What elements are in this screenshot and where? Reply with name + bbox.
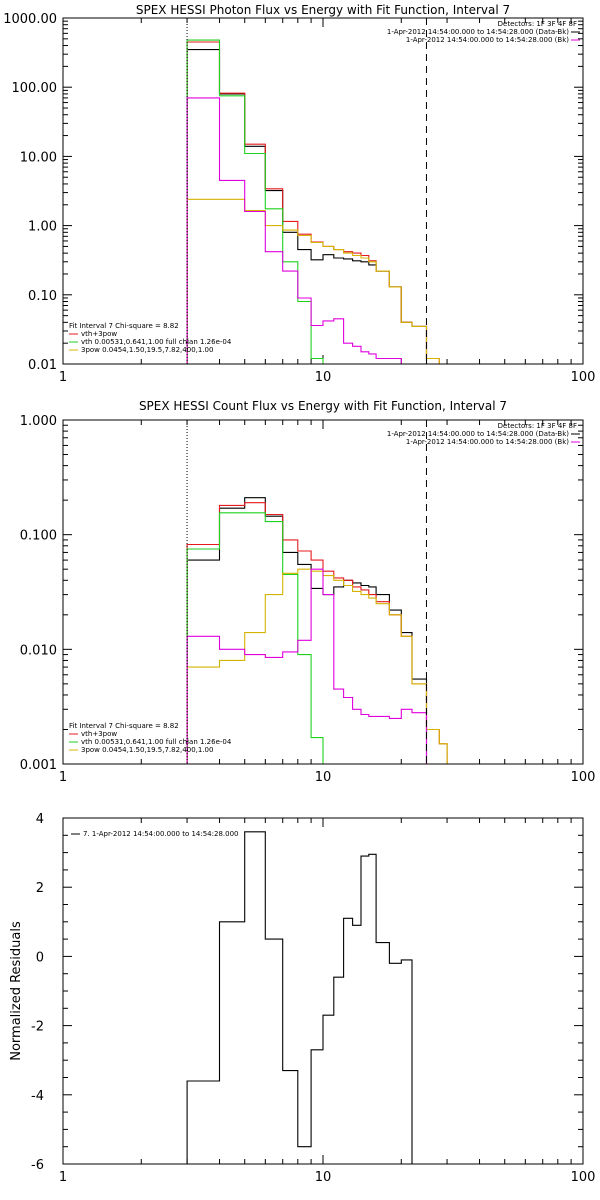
y-tick-label: 0.10 [28, 289, 57, 304]
y-tick-label: 4 [36, 812, 44, 827]
legend-detectors: Detectors: 1F 3F 4F 8F [498, 20, 577, 28]
y-tick-label: -2 [31, 1020, 44, 1035]
y-tick-label: 0.100 [20, 529, 57, 544]
series-line-total [186, 41, 440, 364]
series-line-pow [186, 568, 448, 764]
plot-frame [62, 817, 584, 1165]
series-line-vth [186, 39, 324, 364]
legend-entry: 3pow 0.0454,1.50,19.5,7.82,400,1.00 [81, 346, 213, 354]
y-tick-label: 1000.00 [3, 12, 57, 27]
series-line-pow [186, 198, 440, 364]
plot-frame [62, 17, 584, 365]
legend-entry: 1-Apr-2012 14:54:00.000 to 14:54:28.000 … [406, 438, 569, 446]
x-tick-label: 10 [315, 770, 332, 785]
chart-panel-3: 1 10 100 4 2 0 -2 -4 -6 Normalized Residuals 7. 1-… [9, 812, 595, 1185]
y-tick-label: 0.010 [20, 643, 57, 658]
plot-frame [62, 419, 584, 765]
series-line-data [186, 831, 413, 1164]
legend-entry: vth+3pow [81, 730, 117, 738]
plot-area [186, 39, 440, 364]
series-line-vth [186, 512, 324, 764]
legend-detectors: Detectors: 1F 3F 4F 8F [498, 422, 577, 430]
legend-entry: 1-Apr-2012 14:54:00.000 to 14:54:28.000 … [406, 36, 569, 44]
x-tick-label: 100 [571, 370, 596, 385]
x-tick-label: 1 [59, 770, 67, 785]
x-tick-label: 100 [571, 1170, 596, 1185]
plot-area [186, 831, 413, 1164]
legend-entry: vth+3pow [81, 330, 117, 338]
x-tick-label: 1 [59, 1170, 67, 1185]
legend-entry: vth 0.00531,0.641,1.00 full chian 1.26e-… [81, 738, 232, 746]
plot-area [186, 497, 448, 764]
y-tick-label: 10.00 [20, 150, 57, 165]
series-line-data [186, 497, 428, 764]
y-tick-label: -6 [31, 1158, 44, 1173]
x-tick-label: 1 [59, 370, 67, 385]
legend-fit-interval: Fit Interval 7 Chi-square = 8.82 [69, 722, 179, 730]
legend-entry: vth 0.00531,0.641,1.00 full chian 1.26e-… [81, 338, 232, 346]
series-line-bk [186, 568, 428, 764]
series-line-data [186, 49, 428, 364]
chart-title: SPEX HESSI Photon Flux vs Energy with Fi… [136, 3, 510, 17]
chart-panel-1: SPEX HESSI Photon Flux vs Energy with Fi… [3, 3, 595, 385]
x-tick-label: 10 [315, 370, 332, 385]
y-tick-label: 100.00 [12, 81, 58, 96]
legend-entry: 3pow 0.0454,1.50,19.5,7.82,400,1.00 [81, 746, 213, 754]
legend-entry: 1-Apr-2012 14:54:00.000 to 14:54:28.000 … [387, 430, 569, 438]
chart-title: SPEX HESSI Count Flux vs Energy with Fit… [139, 399, 507, 413]
legend-entry: 7. 1-Apr-2012 14:54:00.000 to 14:54:28.0… [83, 830, 238, 838]
y-tick-label: 1.00 [28, 220, 57, 235]
y-tick-label: 0 [36, 950, 44, 965]
y-tick-label: 1.000 [20, 414, 57, 429]
x-tick-label: 100 [571, 770, 596, 785]
chart-panel-2: SPEX HESSI Count Flux vs Energy with Fit… [20, 399, 596, 785]
y-tick-label: -4 [31, 1089, 44, 1104]
legend-fit-interval: Fit Interval 7 Chi-square = 8.82 [69, 322, 179, 330]
series-line-bk [186, 97, 413, 364]
y-axis-label: Normalized Residuals [9, 921, 24, 1061]
y-tick-label: 2 [36, 881, 44, 896]
x-tick-label: 10 [315, 1170, 332, 1185]
y-tick-label: 0.001 [20, 758, 57, 773]
y-tick-label: 0.01 [28, 358, 57, 373]
legend-entry: 1-Apr-2012 14:54:00.000 to 14:54:28.000 … [387, 28, 569, 36]
